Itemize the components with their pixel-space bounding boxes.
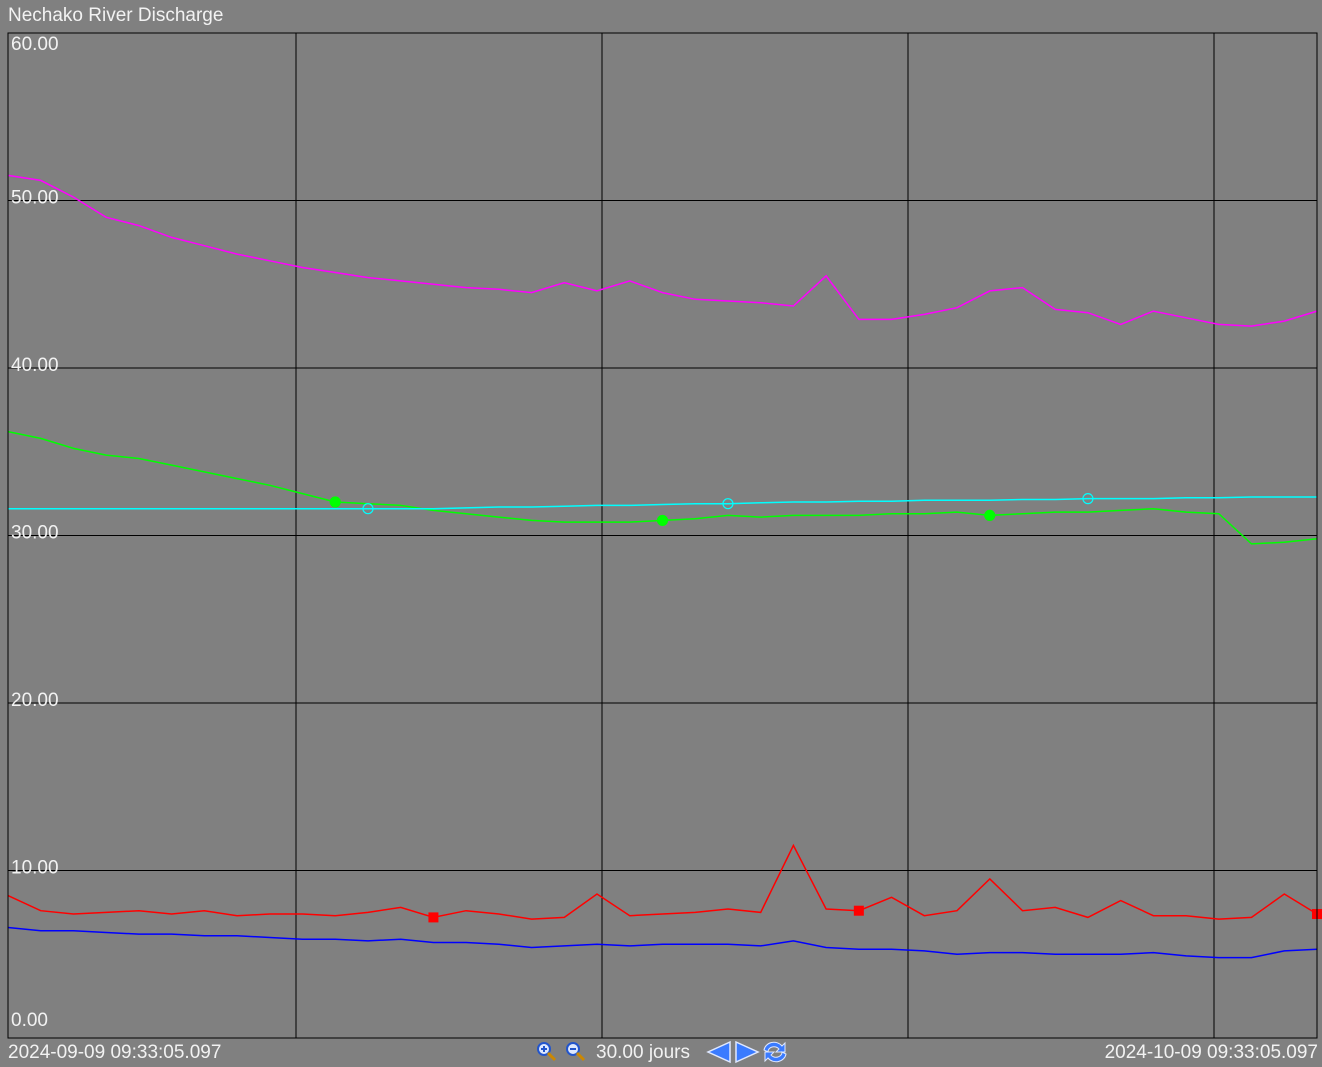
y-tick-label: 60.00 [11, 34, 59, 55]
y-tick-label: 20.00 [11, 690, 59, 711]
series-line [7, 926, 1318, 959]
next-button[interactable] [735, 1040, 760, 1064]
marker [1082, 493, 1094, 505]
series-line [7, 174, 1318, 327]
y-tick-label: 40.00 [11, 355, 59, 376]
time-span: 30.00 jours [596, 1042, 690, 1063]
series-line [7, 843, 1318, 920]
previous-button[interactable] [706, 1040, 731, 1064]
y-tick-label: 10.00 [11, 858, 59, 879]
y-tick-label: 0.00 [11, 1010, 48, 1031]
marker [656, 514, 669, 527]
y-tick-label: 50.00 [11, 188, 59, 209]
plot-area: 0.00 10.00 20.00 30.00 40.00 50.00 60.00 [7, 32, 1322, 1039]
marker [362, 503, 374, 515]
marker [428, 912, 439, 923]
zoom-in[interactable] [537, 1042, 557, 1062]
start-date: 2024-09-09 09:33:05.097 [8, 1042, 221, 1063]
marker [722, 498, 734, 510]
zoom-out[interactable] [566, 1042, 586, 1062]
end-date: 2024-10-09 09:33:05.097 [1105, 1042, 1318, 1063]
chart-title: Nechako River Discharge [8, 5, 223, 26]
plot-border [7, 32, 1318, 1039]
refresh-button[interactable] [763, 1041, 787, 1063]
marker [329, 496, 341, 508]
series-line [8, 496, 1317, 510]
marker [984, 509, 996, 522]
marker [853, 905, 864, 916]
y-tick-label: 30.00 [11, 523, 59, 544]
